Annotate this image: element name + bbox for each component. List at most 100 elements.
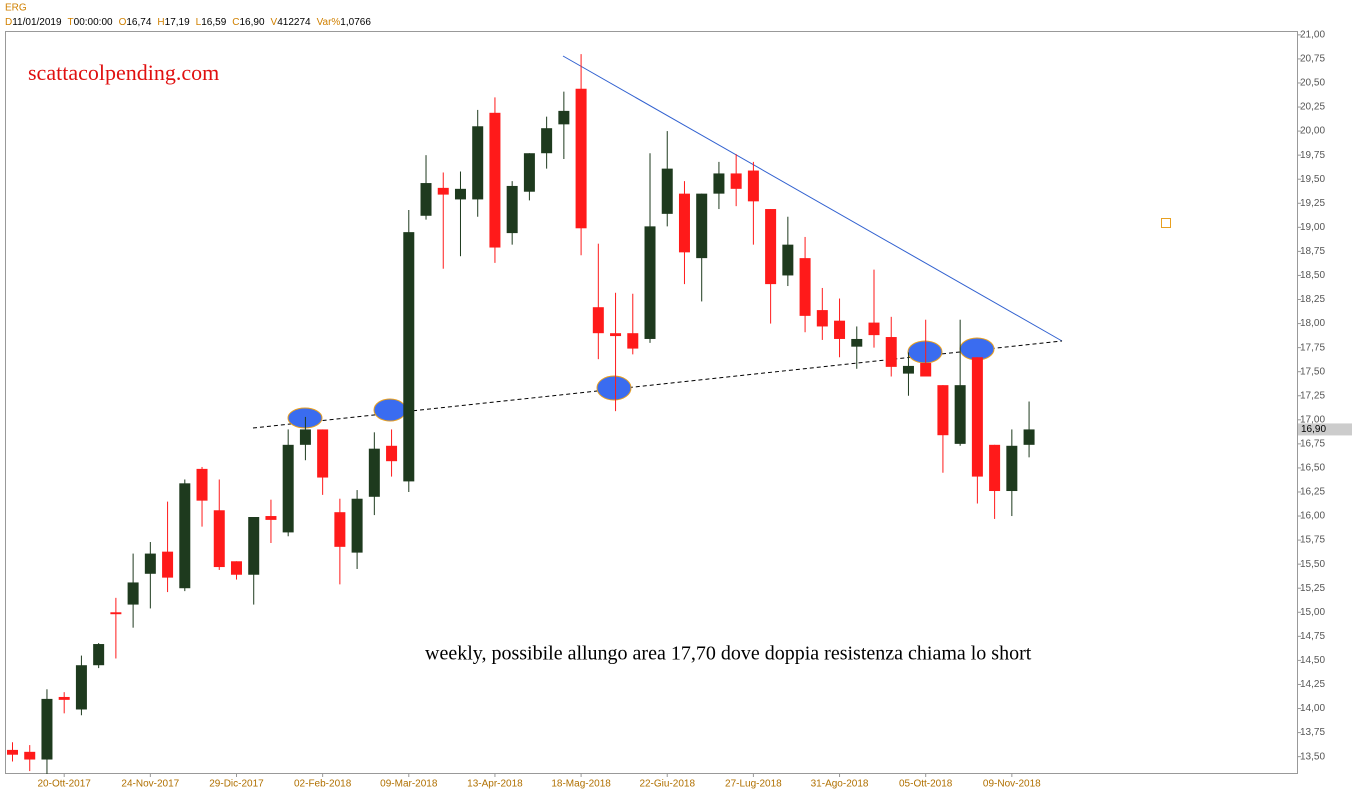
candle-body <box>213 510 225 568</box>
y-tick-label: 18,25 <box>1300 294 1325 305</box>
header-key: D <box>5 17 12 28</box>
candle-body <box>58 696 70 700</box>
candle-body <box>730 173 742 189</box>
candle-body <box>489 112 501 248</box>
candle-body <box>110 612 122 615</box>
candle-body <box>334 512 346 547</box>
header-value: 16,90 <box>240 17 265 28</box>
candle-body <box>265 516 277 520</box>
candle-body <box>24 751 36 760</box>
trend-line <box>562 55 1063 342</box>
highlight <box>959 337 995 361</box>
marker <box>1161 218 1171 228</box>
x-tick-label: 24-Nov-2017 <box>121 779 179 790</box>
x-tick-label: 09-Nov-2018 <box>983 779 1041 790</box>
last-price-label: 16,90 <box>1301 424 1326 435</box>
y-tick-label: 15,75 <box>1300 535 1325 546</box>
plot-frame <box>5 31 1298 774</box>
candle-body <box>403 232 415 482</box>
y-tick-label: 14,75 <box>1300 631 1325 642</box>
candle-body <box>954 385 966 444</box>
y-tick-label: 20,25 <box>1300 102 1325 113</box>
candle-body <box>472 126 484 200</box>
candle-body <box>230 561 242 575</box>
candle-body <box>971 357 983 477</box>
y-tick-label: 16,50 <box>1300 463 1325 474</box>
y-tick-label: 21,00 <box>1300 29 1325 40</box>
candle-body <box>661 168 673 214</box>
header-value: 1,0766 <box>340 17 371 28</box>
candle-body <box>162 551 174 578</box>
candle-body <box>610 333 622 337</box>
watermark: scattacolpending.com <box>28 60 219 85</box>
candle-body <box>454 188 466 200</box>
y-tick-label: 14,00 <box>1300 703 1325 714</box>
highlight <box>596 375 632 401</box>
y-tick-label: 20,50 <box>1300 78 1325 89</box>
y-tick-label: 17,50 <box>1300 366 1325 377</box>
header-value: 412274 <box>277 17 311 28</box>
candle-body <box>437 187 449 195</box>
header-value: 16,74 <box>126 17 151 28</box>
highlight <box>907 340 943 364</box>
candle-body <box>368 448 380 497</box>
candle-body <box>179 483 191 589</box>
candle-body <box>678 193 690 253</box>
candle-body <box>558 110 570 125</box>
header-key: O <box>119 17 127 28</box>
candle-body <box>627 333 639 349</box>
candle-body <box>747 170 759 202</box>
header-key: C <box>232 17 239 28</box>
y-tick-label: 14,50 <box>1300 655 1325 666</box>
x-tick-label: 29-Dic-2017 <box>209 779 264 790</box>
y-tick-label: 16,75 <box>1300 439 1325 450</box>
x-tick-label: 18-Mag-2018 <box>551 779 611 790</box>
x-tick-label: 09-Mar-2018 <box>380 779 438 790</box>
candle-body <box>937 385 949 436</box>
candle-body <box>196 468 208 501</box>
highlight <box>373 398 407 422</box>
y-tick-label: 16,00 <box>1300 511 1325 522</box>
y-tick-label: 14,25 <box>1300 679 1325 690</box>
candle-body <box>575 88 587 229</box>
candle-body <box>834 320 846 339</box>
x-tick-label: 20-Ott-2017 <box>38 779 92 790</box>
candle-body <box>386 445 398 462</box>
candle-body <box>420 183 432 216</box>
symbol: ERG <box>5 3 27 14</box>
annotation: weekly, possibile allungo area 17,70 dov… <box>425 643 1032 665</box>
candle-body <box>782 244 794 276</box>
y-tick-label: 18,00 <box>1300 318 1325 329</box>
candle-body <box>851 338 863 347</box>
header-value: 17,19 <box>165 17 190 28</box>
candle-body <box>299 429 311 445</box>
y-tick-label: 19,00 <box>1300 222 1325 233</box>
y-tick-label: 19,75 <box>1300 150 1325 161</box>
y-tick-label: 16,25 <box>1300 487 1325 498</box>
x-tick-label: 22-Giu-2018 <box>639 779 695 790</box>
last-price-box <box>1298 423 1352 436</box>
header-value: 16,59 <box>201 17 226 28</box>
y-tick-label: 15,25 <box>1300 583 1325 594</box>
candle-body <box>902 365 914 374</box>
y-tick-label: 19,50 <box>1300 174 1325 185</box>
candle-body <box>41 698 53 760</box>
x-tick-label: 27-Lug-2018 <box>725 779 782 790</box>
candle-body <box>127 582 139 605</box>
candle-body <box>144 553 156 574</box>
y-tick-label: 20,75 <box>1300 54 1325 65</box>
x-tick-label: 05-Ott-2018 <box>899 779 953 790</box>
candle-body <box>885 337 897 367</box>
candle-body <box>282 444 294 533</box>
y-tick-label: 15,50 <box>1300 559 1325 570</box>
y-tick-label: 17,75 <box>1300 342 1325 353</box>
candle-body <box>351 498 363 553</box>
candle-body <box>592 307 604 334</box>
candle-body <box>868 322 880 336</box>
header-value: 11/01/2019 <box>12 17 62 28</box>
header-key: T <box>68 17 74 28</box>
y-tick-label: 19,25 <box>1300 198 1325 209</box>
candle-body <box>1006 445 1018 492</box>
x-tick-label: 31-Ago-2018 <box>811 779 869 790</box>
